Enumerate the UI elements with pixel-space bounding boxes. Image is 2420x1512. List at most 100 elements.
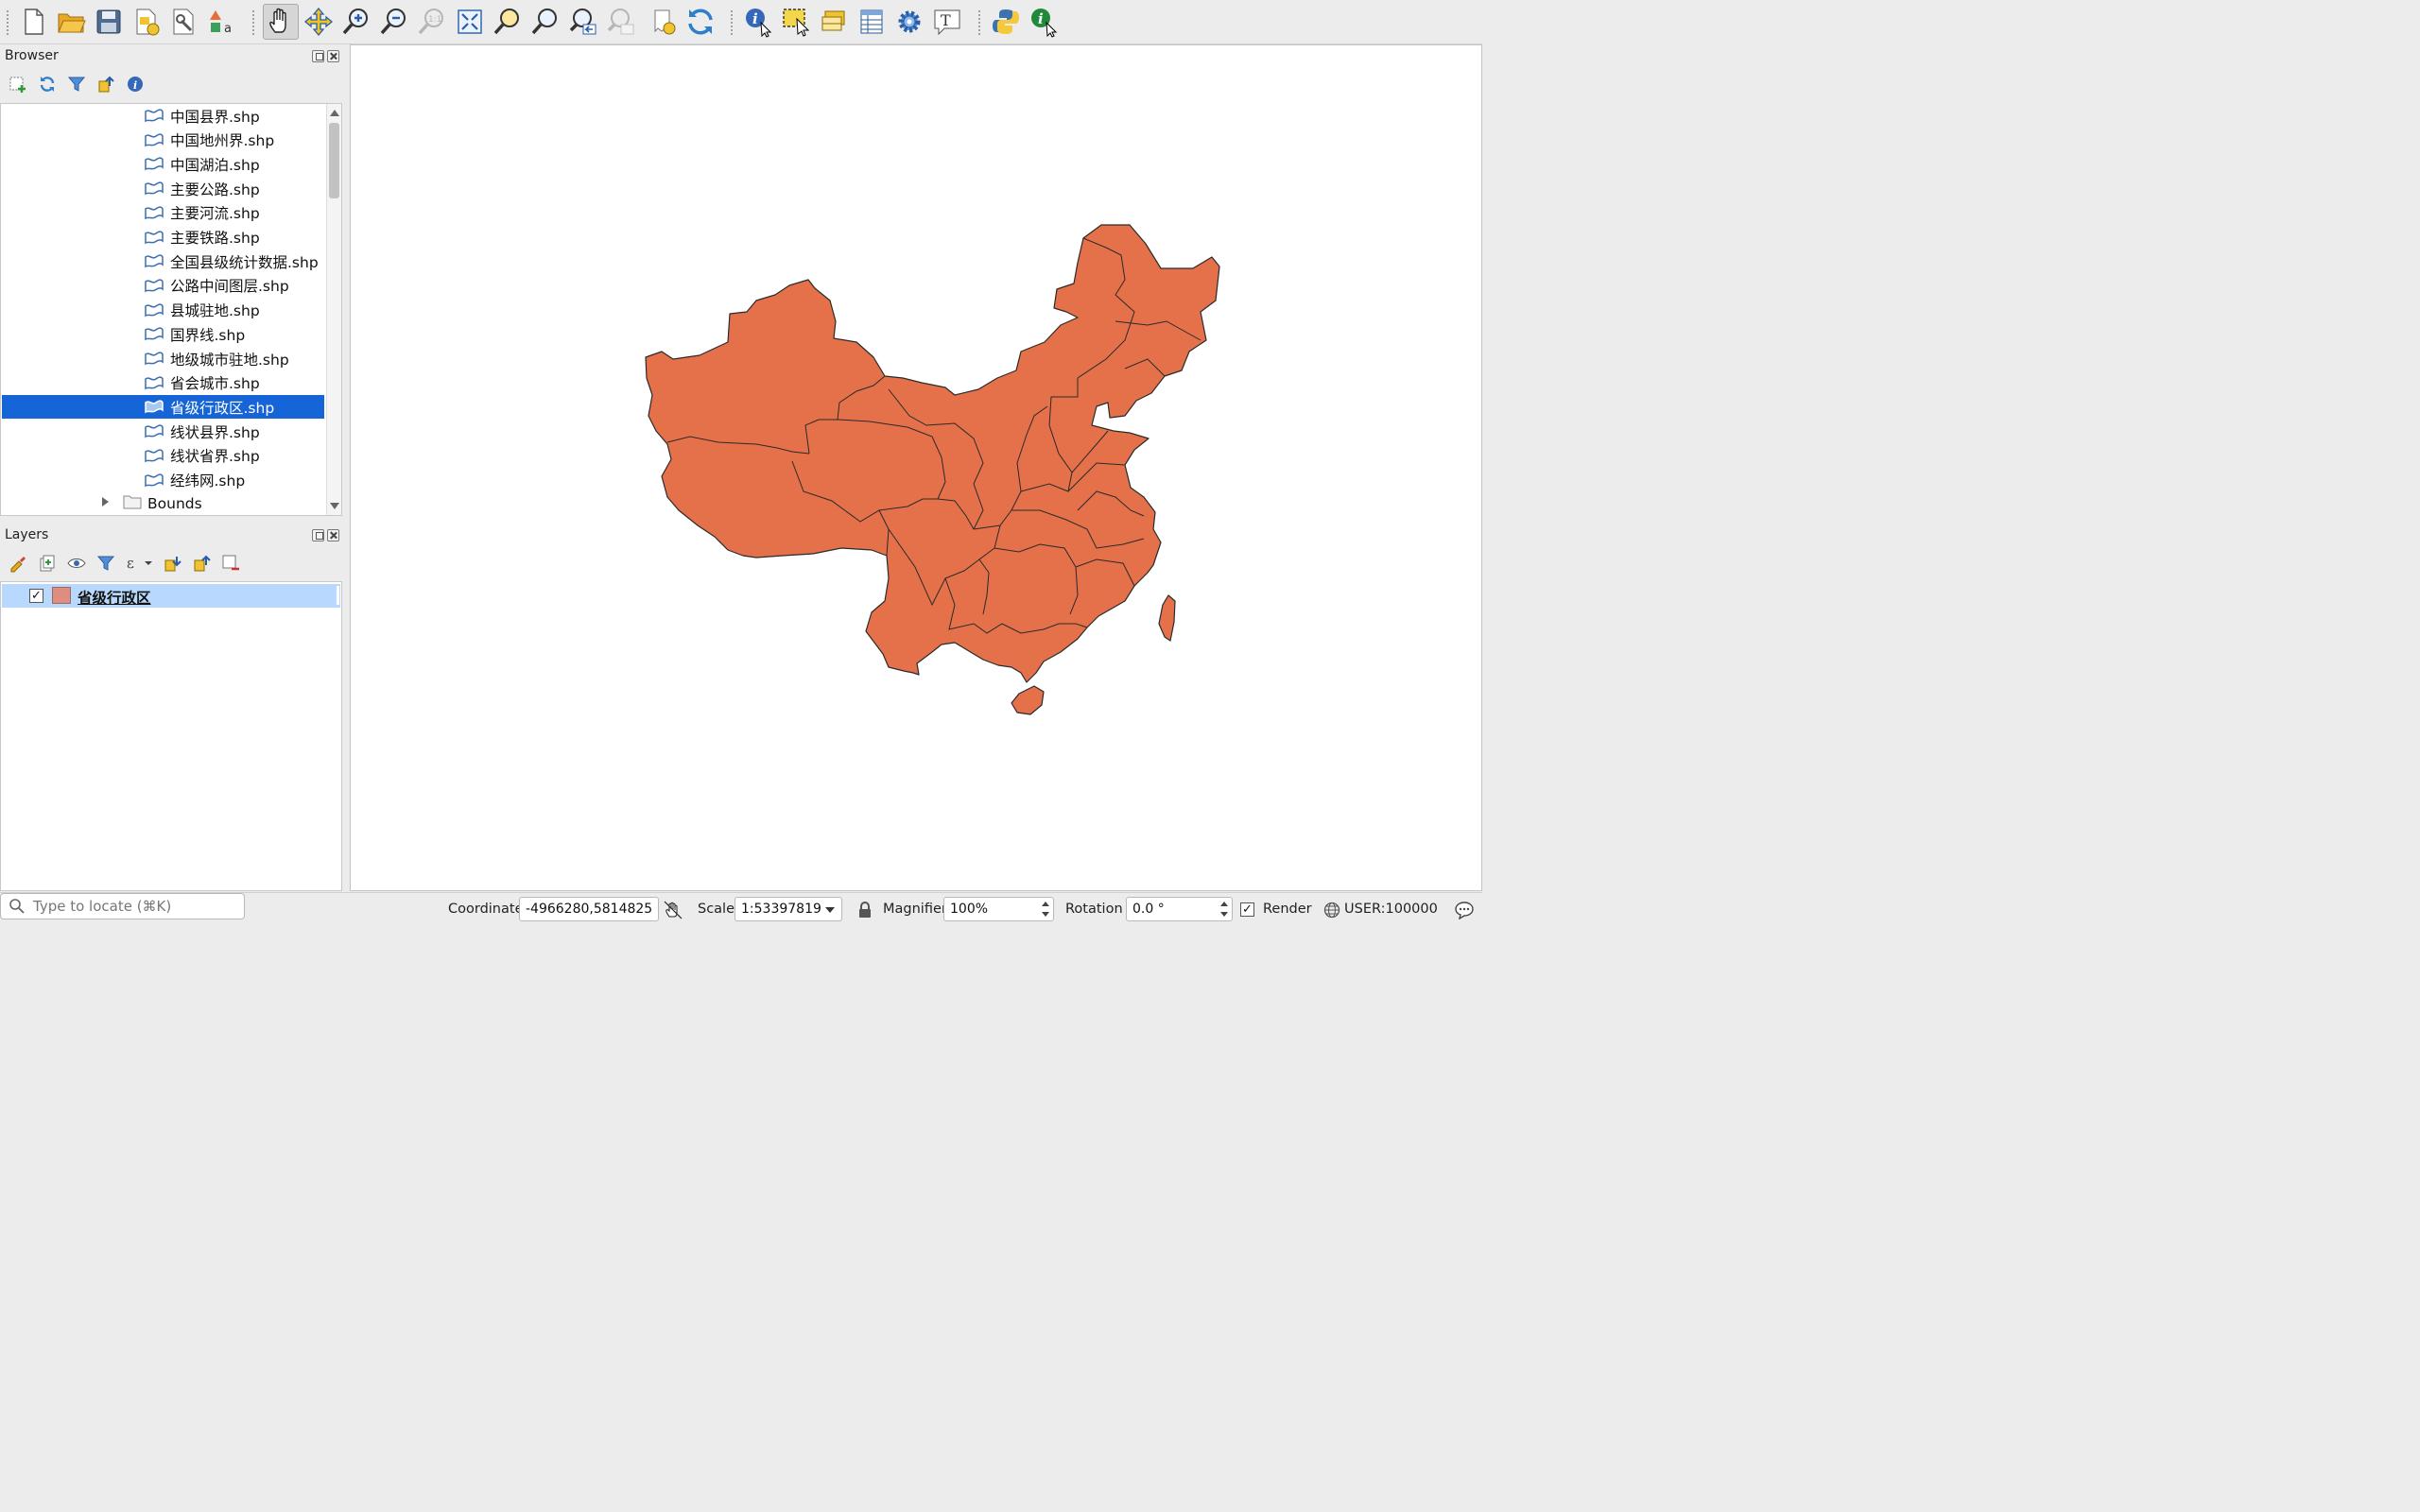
close-panel-icon[interactable] <box>327 50 339 62</box>
zoom-to-layer-icon[interactable] <box>527 4 563 40</box>
tree-item-shapefile[interactable]: 国界线.shp <box>2 322 324 346</box>
tree-item-shapefile[interactable]: 中国县界.shp <box>2 104 324 128</box>
toolbar-handle[interactable] <box>6 9 9 36</box>
collapse-layers-icon[interactable] <box>191 553 212 574</box>
tree-item-shapefile[interactable]: 主要公路.shp <box>2 177 324 200</box>
scale-combobox[interactable]: 1:53397819 <box>735 897 842 921</box>
zoom-out-icon[interactable] <box>376 4 412 40</box>
new-print-layout-icon[interactable] <box>129 4 164 40</box>
scale-dropdown-arrow-icon[interactable] <box>825 907 835 913</box>
tree-item-shapefile[interactable]: 中国地州界.shp <box>2 129 324 152</box>
svg-text:i: i <box>1038 10 1044 27</box>
remove-layer-icon[interactable] <box>220 553 241 574</box>
filter-by-expression-icon[interactable]: ε <box>125 553 153 574</box>
scroll-down-icon[interactable] <box>330 503 339 509</box>
tree-item-shapefile[interactable]: 经纬网.shp <box>2 469 324 492</box>
map-canvas[interactable] <box>350 44 1482 891</box>
svg-text:a: a <box>224 22 232 36</box>
float-panel-icon[interactable] <box>312 50 324 62</box>
properties-info-icon[interactable]: i <box>125 74 146 94</box>
settings-gear-icon[interactable] <box>891 4 927 40</box>
layer-symbol-swatch[interactable] <box>52 587 71 604</box>
identify-icon[interactable]: i <box>740 4 776 40</box>
rotation-spinbox[interactable]: 0.0 ° <box>1126 897 1233 921</box>
python-icon[interactable] <box>988 4 1024 40</box>
crs-globe-icon[interactable] <box>1323 902 1340 919</box>
tree-item-shapefile[interactable]: 省会城市.shp <box>2 371 324 395</box>
layer-row[interactable]: ✓ 省级行政区 <box>2 584 340 608</box>
layer-styling-icon[interactable] <box>8 553 28 574</box>
magnifier-spinbox[interactable]: 100% <box>943 897 1054 921</box>
tree-item-shapefile[interactable]: 省级行政区.shp <box>2 395 324 420</box>
tree-item-shapefile[interactable]: 主要铁路.shp <box>2 226 324 249</box>
tree-item-shapefile[interactable]: 公路中间图层.shp <box>2 274 324 298</box>
browser-scrollbar[interactable] <box>326 104 341 515</box>
layer-name[interactable]: 省级行政区 <box>78 590 151 607</box>
collapse-all-icon[interactable] <box>95 74 116 94</box>
layout-manager-icon[interactable] <box>166 4 202 40</box>
pan-map-icon[interactable] <box>263 4 299 40</box>
expand-arrow-icon[interactable] <box>102 497 109 507</box>
messages-icon[interactable] <box>1454 901 1475 920</box>
toolbar-separator <box>730 9 734 36</box>
new-project-icon[interactable] <box>15 4 51 40</box>
add-selected-layers-icon[interactable] <box>8 74 28 94</box>
add-group-icon[interactable] <box>37 553 58 574</box>
new-bookmark-icon[interactable] <box>647 4 683 40</box>
layers-scroll-indicator <box>337 586 339 605</box>
svg-text:T: T <box>941 11 951 29</box>
zoom-native-icon[interactable]: 1:1 <box>414 4 450 40</box>
statistics-icon[interactable] <box>854 4 890 40</box>
toggle-extents-icon[interactable] <box>664 901 683 919</box>
layers-toolbar: ε <box>8 553 250 574</box>
save-project-icon[interactable] <box>91 4 127 40</box>
scroll-thumb[interactable] <box>329 123 339 198</box>
tree-item-shapefile[interactable]: 全国县级统计数据.shp <box>2 249 324 273</box>
zoom-next-icon[interactable] <box>603 4 639 40</box>
float-panel-icon[interactable] <box>312 529 324 541</box>
zoom-full-icon[interactable] <box>452 4 488 40</box>
info-plugin-icon[interactable]: i <box>1026 4 1062 40</box>
zoom-in-icon[interactable] <box>338 4 374 40</box>
tree-item-shapefile[interactable]: 线状省界.shp <box>2 444 324 468</box>
tree-item-label: 中国地州界.shp <box>170 132 275 150</box>
tree-folder-bounds[interactable]: Bounds <box>2 491 324 515</box>
crs-label[interactable]: USER:100000 <box>1344 902 1438 917</box>
pan-to-selection-icon[interactable] <box>301 4 337 40</box>
tree-item-shapefile[interactable]: 主要河流.shp <box>2 201 324 225</box>
select-feature-icon[interactable] <box>778 4 814 40</box>
zoom-to-selection-icon[interactable] <box>490 4 526 40</box>
filter-legend-icon[interactable] <box>95 553 116 574</box>
scroll-up-icon[interactable] <box>330 110 339 116</box>
layers-dock-buttons <box>312 529 339 541</box>
manage-visibility-icon[interactable] <box>66 553 87 574</box>
magnifier-spin-arrows-icon[interactable] <box>1039 899 1052 919</box>
coordinate-field[interactable]: -4966280,5814825 <box>519 897 659 921</box>
lock-scale-icon[interactable] <box>857 902 873 919</box>
expand-all-icon[interactable] <box>162 553 182 574</box>
locator-search-input[interactable]: Type to locate (⌘K) <box>0 893 245 919</box>
tree-item-label: 中国县界.shp <box>170 108 260 126</box>
polygon-layer-icon <box>145 181 164 196</box>
rotation-spin-arrows-icon[interactable] <box>1218 899 1231 919</box>
polygon-layer-icon <box>145 133 164 147</box>
tree-item-shapefile[interactable]: 线状县界.shp <box>2 420 324 443</box>
close-panel-icon[interactable] <box>327 529 339 541</box>
open-project-icon[interactable] <box>53 4 89 40</box>
china-provinces-map[interactable] <box>351 45 1481 890</box>
style-manager-icon[interactable]: a <box>204 4 240 40</box>
tree-item-shapefile[interactable]: 中国湖泊.shp <box>2 152 324 176</box>
tree-item-shapefile[interactable]: 县城驻地.shp <box>2 299 324 322</box>
zoom-last-icon[interactable] <box>565 4 601 40</box>
refresh-icon[interactable] <box>683 4 718 40</box>
layer-visibility-checkbox[interactable]: ✓ <box>29 589 43 603</box>
tree-item-label: 公路中间图层.shp <box>170 278 289 296</box>
tree-item-shapefile[interactable]: 地级城市驻地.shp <box>2 347 324 370</box>
refresh-browser-icon[interactable] <box>37 74 58 94</box>
open-attribute-table-icon[interactable] <box>816 4 852 40</box>
text-annotation-icon[interactable]: T <box>929 4 965 40</box>
render-checkbox[interactable]: ✓ <box>1240 902 1254 917</box>
tree-item-label: 线状省界.shp <box>170 448 260 466</box>
polygon-layer-icon <box>145 230 164 244</box>
filter-browser-icon[interactable] <box>66 74 87 94</box>
